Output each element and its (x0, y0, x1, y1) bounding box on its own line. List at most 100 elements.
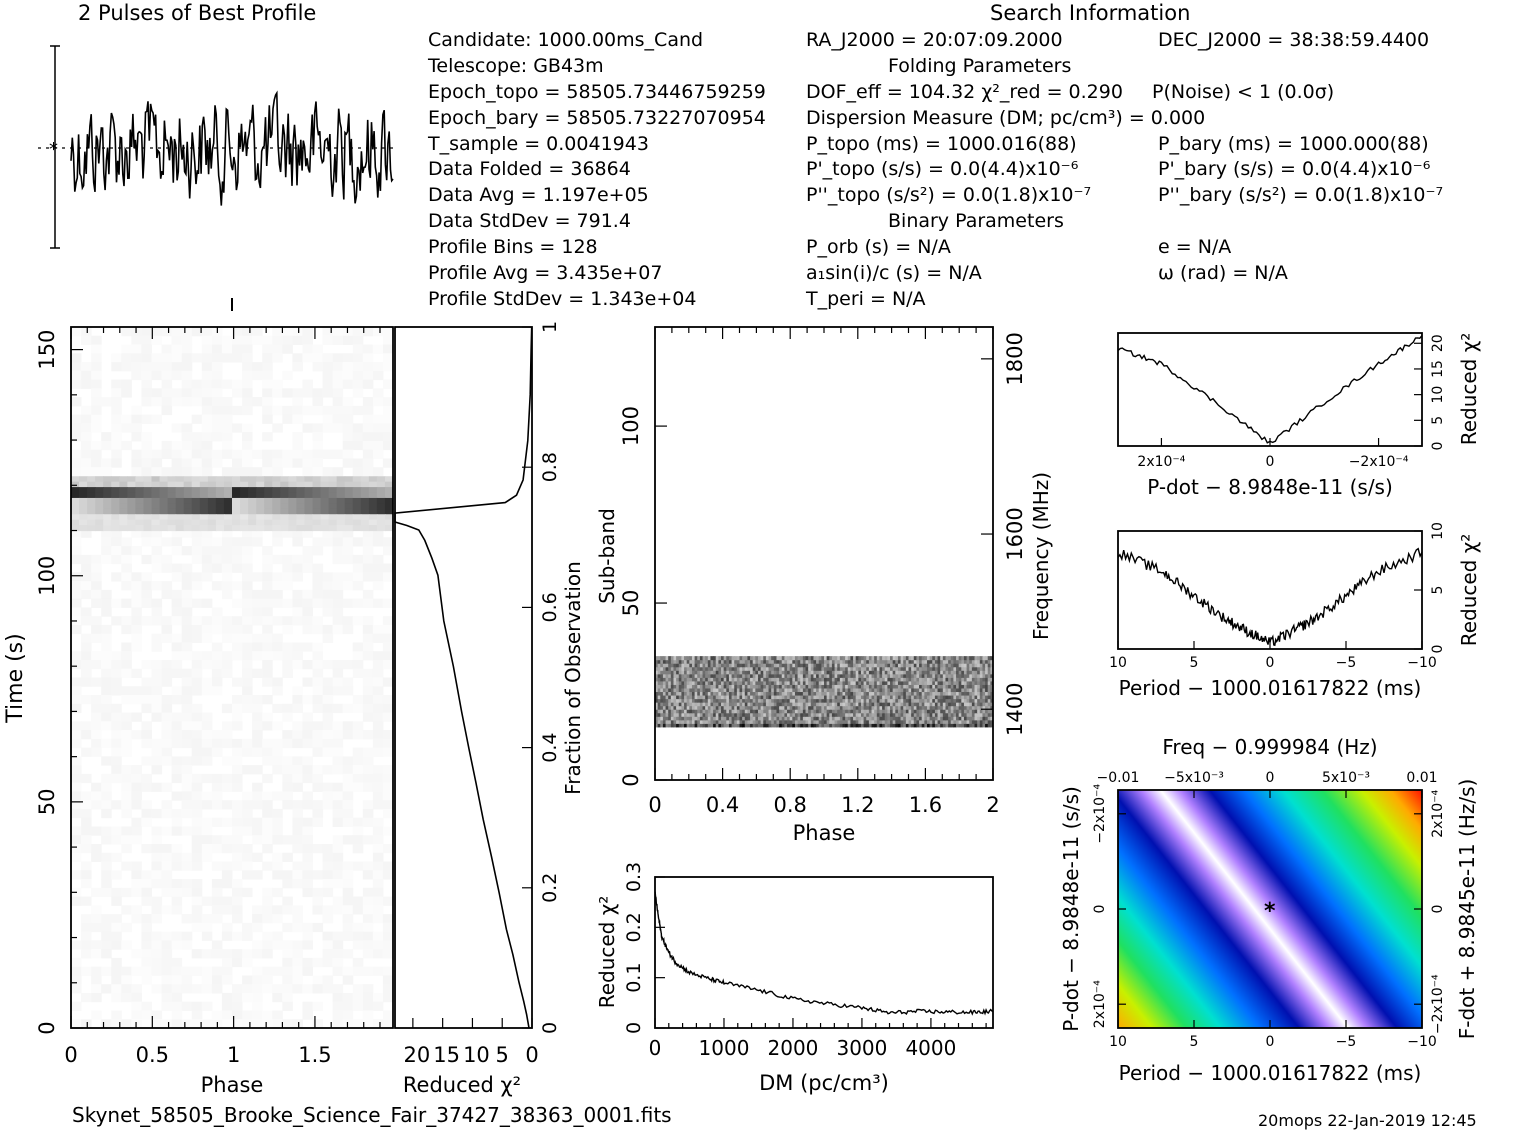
map-pdot-tick-label: −2x10⁻⁴ (1092, 784, 1108, 844)
map-fdot-tick-label: −2x10⁻⁴ (1430, 974, 1446, 1034)
pdot-chi2-axis-title: Reduced χ² (1457, 333, 1481, 446)
dm-chi2-panel (654, 876, 994, 1029)
map-period-axis-title: Period − 1000.01617822 (ms) (1119, 1061, 1422, 1085)
map-freq-tick-label: 0.01 (1406, 770, 1437, 786)
subband-phase-tick-label: 0.4 (706, 793, 739, 817)
subband-phase-tick-label: 1.2 (841, 793, 874, 817)
dm-line: Dispersion Measure (DM; pc/cm³) = 0.000 (806, 107, 1206, 129)
folding-title: Folding Parameters (888, 55, 1072, 77)
binary-title: Binary Parameters (888, 210, 1064, 232)
p-noise-line: P(Noise) < 1 (0.0σ) (1152, 81, 1335, 103)
map-period-tick-label: −5 (1336, 1034, 1357, 1050)
subband-phase-panel (654, 326, 994, 781)
dm-chi2-tick-label: 0.1 (623, 963, 645, 993)
fraction-tick-label: 0.2 (539, 873, 561, 903)
map-fdot-tick-label: 0 (1430, 905, 1446, 914)
profile-title: 2 Pulses of Best Profile (78, 1, 317, 25)
period-tick-label: −5 (1336, 655, 1357, 671)
period-chi2-tick-label: 0 (1430, 645, 1446, 654)
fraction-tick-label: 1 (539, 321, 561, 333)
dm-axis-title: DM (pc/cm³) (759, 1071, 889, 1095)
phase-tick-label: 1.5 (298, 1043, 331, 1067)
time-chi2-panel (394, 326, 533, 1029)
chi2-tick-label: 5 (496, 1043, 509, 1067)
map-period-tick-label: −10 (1407, 1034, 1437, 1050)
chi2-tick-label: 15 (433, 1043, 460, 1067)
fraction-tick-label: 0.8 (539, 452, 561, 482)
time-tick-label: 0 (35, 1021, 59, 1034)
map-fdot-axis-title: F-dot + 8.9845e-11 (Hz/s) (1455, 779, 1479, 1040)
time-axis-title: Time (s) (3, 633, 28, 723)
period-tick-label: 10 (1109, 655, 1127, 671)
subband-phase-tick-label: 1.6 (909, 793, 942, 817)
pdot-tick-label: 2x10⁻⁴ (1137, 454, 1185, 470)
map-freq-axis-title: Freq − 0.999984 (Hz) (1162, 735, 1377, 759)
dec-line: DEC_J2000 = 38:38:59.4400 (1158, 29, 1430, 51)
data-folded-line: Data Folded = 36864 (428, 158, 631, 180)
phase-tick-label: 0.5 (136, 1043, 169, 1067)
dof-line: DOF_eff = 104.32 χ²_red = 0.290 (806, 81, 1123, 103)
p-topo-line: P_topo (ms) = 1000.016(88) (806, 133, 1077, 155)
period-chi2-tick-label: 10 (1430, 522, 1446, 540)
pdot-axis-title: P-dot − 8.9848e-11 (s/s) (1147, 475, 1393, 499)
pdot-tick-label: 0 (1266, 454, 1275, 470)
dm-chi2-tick-label: 0.2 (623, 912, 645, 942)
best-fit-star: * (1264, 899, 1276, 924)
p-bary-line: P_bary (ms) = 1000.000(88) (1158, 133, 1429, 155)
subband-tick-label: 100 (619, 406, 643, 446)
subband-phase-tick-label: 2 (986, 793, 999, 817)
frequency-tick-label: 1400 (1003, 682, 1027, 735)
map-pdot-axis-title: P-dot − 8.9848e-11 (s/s) (1059, 786, 1083, 1032)
period-chi2-tick-label: 5 (1430, 586, 1446, 595)
omega-line: ω (rad) = N/A (1158, 262, 1288, 284)
profile-panel: * (38, 45, 395, 311)
map-period-tick-label: 0 (1266, 1034, 1275, 1050)
subband-tick-label: 0 (619, 773, 643, 786)
t-peri-line: T_peri = N/A (806, 288, 926, 310)
phase-tick-label: 0 (64, 1043, 77, 1067)
candidate-line: Candidate: 1000.00ms_Cand (428, 29, 704, 51)
pdot-bary-line: P'_bary (s/s) = 0.0(4.4)x10⁻⁶ (1158, 158, 1431, 180)
subband-tick-label: 50 (619, 590, 643, 617)
time-tick-label: 150 (35, 330, 59, 370)
search-title: Search Information (990, 1, 1191, 25)
phase-axis-title: Phase (201, 1073, 264, 1097)
subband-phase-tick-label: 0.8 (773, 793, 806, 817)
fits-filename: Skynet_58505_Brooke_Science_Fair_37427_3… (72, 1103, 672, 1127)
profile-avg-line: Profile Avg = 3.435e+07 (428, 262, 663, 284)
profile-curve (70, 90, 394, 206)
fraction-tick-label: 0.6 (539, 592, 561, 622)
time-phase-panel (70, 326, 394, 1029)
time-tick-label: 50 (35, 789, 59, 816)
map-freq-tick-label: −5x10⁻³ (1164, 770, 1224, 786)
dm-tick-label: 3000 (836, 1036, 887, 1060)
epoch-topo-line: Epoch_topo = 58505.73446759259 (428, 81, 766, 103)
period-chi2-axis-title: Reduced χ² (1457, 534, 1481, 647)
pdot-chi2-curve (1117, 335, 1423, 444)
data-avg-line: Data Avg = 1.197e+05 (428, 184, 649, 206)
map-period-tick-label: 10 (1109, 1034, 1127, 1050)
period-chi2-panel (1117, 530, 1423, 650)
reduced-chi2-axis-title: Reduced χ² (403, 1073, 521, 1097)
frequency-tick-label: 1600 (1003, 507, 1027, 560)
map-freq-tick-label: 5x10⁻³ (1322, 770, 1370, 786)
map-pdot-tick-label: 0 (1092, 905, 1108, 914)
a1sini-line: a₁sin(i)/c (s) = N/A (806, 262, 982, 284)
dm-tick-label: 4000 (905, 1036, 956, 1060)
map-fdot-tick-label: 2x10⁻⁴ (1430, 789, 1446, 837)
p-orb-line: P_orb (s) = N/A (806, 236, 951, 258)
subband-axis-title: Sub-band (595, 508, 619, 604)
period-axis-title: Period − 1000.01617822 (ms) (1119, 676, 1422, 700)
chi2-tick-label: 0 (525, 1043, 538, 1067)
epoch-bary-line: Epoch_bary = 58505.73227070954 (428, 107, 766, 129)
subband-phase-tick-label: 0 (648, 793, 661, 817)
frequency-axis-title: Frequency (MHz) (1029, 472, 1053, 640)
pdot-chi2-tick-label: 20 (1430, 334, 1446, 352)
timestamp-stamp: 20mops 22-Jan-2019 12:45 (1258, 1111, 1477, 1130)
pdot-chi2-tick-label: 15 (1430, 360, 1446, 378)
period-pdot-map: * (1117, 789, 1423, 1029)
chi2-tick-label: 20 (404, 1043, 431, 1067)
pdot-topo-line: P'_topo (s/s) = 0.0(4.4)x10⁻⁶ (806, 158, 1079, 180)
period-tick-label: 0 (1266, 655, 1275, 671)
